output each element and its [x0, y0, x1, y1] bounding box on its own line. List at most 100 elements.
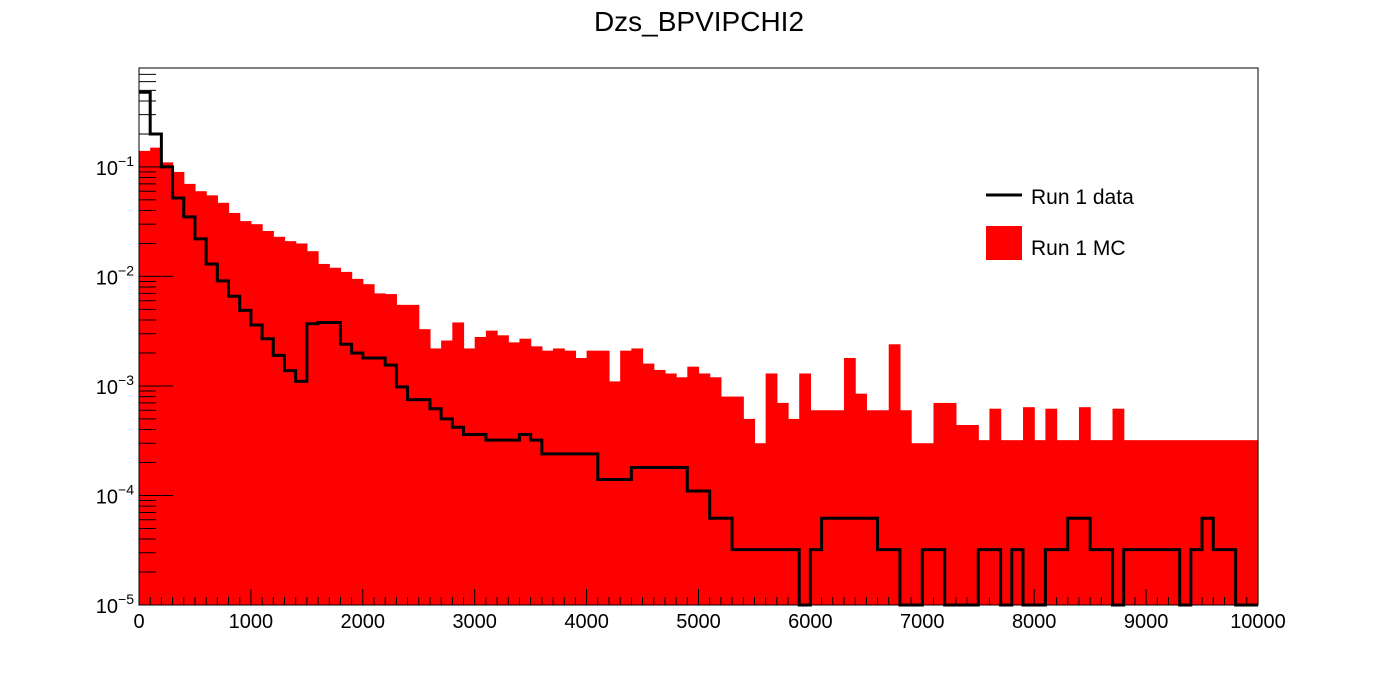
mc-bar — [899, 410, 912, 605]
mc-bar — [530, 346, 543, 605]
mc-bar — [821, 410, 834, 605]
mc-bar — [922, 443, 935, 605]
x-tick-label: 1000 — [229, 611, 274, 633]
y-tick-label: 10−2 — [96, 262, 134, 289]
mc-bar — [351, 278, 364, 605]
x-tick-label: 0 — [133, 611, 144, 633]
mc-bar — [1134, 440, 1147, 605]
x-tick-label: 5000 — [676, 611, 721, 633]
mc-bar — [284, 241, 297, 605]
mc-bar — [989, 408, 1002, 605]
mc-bar — [418, 329, 431, 605]
data-step-line — [139, 90, 1258, 607]
mc-bar — [687, 366, 700, 605]
mc-bar — [653, 369, 666, 605]
mc-bar — [575, 358, 588, 605]
mc-bar — [1056, 440, 1069, 605]
mc-bar — [877, 410, 890, 605]
mc-bar — [1168, 440, 1181, 605]
mc-bar — [720, 396, 733, 605]
mc-bar — [732, 396, 744, 605]
mc-bar — [1067, 440, 1080, 605]
mc-bar — [664, 373, 677, 605]
mc-bar — [1011, 440, 1024, 605]
mc-bar — [776, 402, 789, 605]
x-tick-label: 4000 — [564, 611, 609, 633]
x-tick-label: 8000 — [1012, 611, 1057, 633]
mc-bar — [788, 418, 800, 605]
mc-bar — [1023, 407, 1035, 605]
mc-bar — [754, 443, 767, 605]
mc-bar — [1179, 440, 1192, 605]
x-tick-label: 6000 — [788, 611, 833, 633]
mc-bar — [161, 162, 174, 605]
mc-bar — [228, 212, 241, 605]
legend: Run 1 data Run 1 MC — [986, 186, 1134, 260]
mc-bar — [620, 350, 632, 605]
mc-bar — [698, 373, 711, 605]
mc-bar — [832, 410, 845, 605]
mc-bar — [709, 377, 722, 605]
y-tick-label: 10−5 — [96, 591, 134, 618]
mc-bar — [1190, 440, 1203, 605]
mc-bar — [407, 304, 420, 605]
mc-bar — [1235, 440, 1248, 605]
mc-bar — [1101, 440, 1114, 605]
mc-bar — [340, 271, 353, 605]
mc-bar — [1246, 440, 1259, 605]
mc-series-layer — [139, 147, 1259, 606]
mc-bar — [855, 393, 867, 605]
mc-bar — [676, 377, 688, 605]
mc-bar — [396, 304, 409, 605]
mc-bar — [1157, 440, 1170, 605]
mc-bar — [564, 350, 577, 605]
mc-bar — [1045, 408, 1058, 605]
mc-bar — [385, 294, 397, 605]
mc-bar — [508, 342, 521, 605]
mc-bar — [553, 348, 565, 605]
axes-layer: 0 1000 2000 3000 4000 5000 6000 7000 8000 9000 100… — [96, 67, 1286, 633]
mc-bar — [978, 440, 991, 605]
mc-bar — [1078, 407, 1091, 605]
mc-bar — [743, 418, 756, 605]
y-tick-label: 10−3 — [96, 372, 134, 399]
mc-bar — [944, 402, 957, 605]
mc-bar — [318, 263, 330, 605]
mc-bar — [429, 348, 442, 605]
mc-bar — [239, 221, 252, 606]
mc-bar — [306, 251, 319, 605]
chart-title: Dzs_BPVIPCHI2 — [593, 6, 805, 37]
mc-bar — [888, 344, 901, 605]
mc-bar — [642, 363, 655, 605]
mc-bar — [933, 402, 946, 605]
mc-bar — [1112, 408, 1125, 605]
mc-bar — [362, 284, 375, 605]
mc-bar — [474, 336, 487, 605]
mc-bar — [519, 338, 532, 605]
mc-bar — [1000, 440, 1013, 605]
mc-bar — [295, 243, 308, 605]
mc-bar — [843, 358, 856, 605]
mc-bar — [497, 335, 509, 605]
mc-bar — [1090, 440, 1102, 605]
data-series-layer — [139, 90, 1258, 607]
mc-bar — [452, 322, 465, 605]
mc-bar — [955, 425, 968, 605]
mc-bar — [250, 224, 263, 605]
mc-bar — [1146, 440, 1158, 605]
x-tick-label: 7000 — [900, 611, 945, 633]
mc-bar — [1034, 440, 1046, 605]
mc-bar — [765, 373, 778, 605]
mc-bar — [1202, 440, 1214, 605]
mc-bar — [631, 348, 644, 605]
mc-bar — [1224, 440, 1237, 605]
legend-swatch-mc — [986, 226, 1022, 260]
mc-bar — [1213, 440, 1226, 605]
mc-bar — [194, 191, 207, 605]
mc-bar — [541, 350, 554, 605]
mc-bar — [810, 410, 823, 605]
mc-bar — [967, 425, 979, 605]
legend-label-mc: Run 1 MC — [1031, 237, 1126, 260]
y-tick-label: 10−1 — [96, 153, 134, 180]
